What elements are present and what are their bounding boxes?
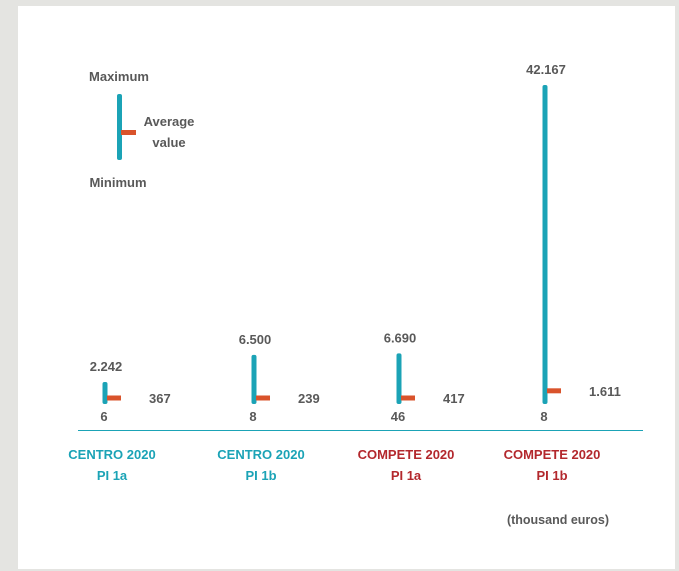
category-label-line1: CENTRO 2020 xyxy=(217,447,304,462)
range-group: 42.167 1.611 8 COMPETE 2020 PI 1b xyxy=(504,62,621,483)
category-label-line1: CENTRO 2020 xyxy=(68,447,155,462)
range-chart: Maximum Average value Minimum 2.242 367 6 C… xyxy=(68,62,643,527)
min-value-label: 46 xyxy=(391,409,405,424)
legend-average-label-line2: value xyxy=(152,135,185,150)
average-value-label: 1.611 xyxy=(589,384,621,399)
legend-minimum-label: Minimum xyxy=(89,175,146,190)
category-label-line2: PI 1b xyxy=(245,468,276,483)
max-value-label: 6.690 xyxy=(384,330,417,345)
max-value-label: 2.242 xyxy=(90,359,123,374)
average-mark xyxy=(401,395,415,401)
average-value-label: 367 xyxy=(149,391,171,406)
range-group: 6.500 239 8 CENTRO 2020 PI 1b xyxy=(217,332,319,483)
unit-note: (thousand euros) xyxy=(507,513,609,527)
average-value-label: 239 xyxy=(298,391,320,406)
range-group: 2.242 367 6 CENTRO 2020 PI 1a xyxy=(68,359,170,483)
legend-maximum-label: Maximum xyxy=(89,69,149,84)
category-label-line2: PI 1a xyxy=(97,468,128,483)
average-value-label: 417 xyxy=(443,391,465,406)
category-label-line1: COMPETE 2020 xyxy=(504,447,601,462)
average-mark xyxy=(256,395,270,401)
range-group: 6.690 417 46 COMPETE 2020 PI 1a xyxy=(358,330,465,483)
min-value-label: 6 xyxy=(100,409,107,424)
category-label-line2: PI 1b xyxy=(536,468,567,483)
legend-range-bar xyxy=(117,94,122,160)
range-bar xyxy=(542,85,548,404)
min-value-label: 8 xyxy=(540,409,547,424)
chart-marks: 2.242 367 6 CENTRO 2020 PI 1a 6.500 239 8 CENTRO… xyxy=(68,62,621,483)
range-bar xyxy=(102,382,108,404)
max-value-label: 6.500 xyxy=(239,332,272,347)
legend: Maximum Average value Minimum xyxy=(89,69,194,190)
chart-panel: Maximum Average value Minimum 2.242 367 6 C… xyxy=(18,6,675,569)
legend-average-label-line1: Average xyxy=(144,114,195,129)
category-label-line1: COMPETE 2020 xyxy=(358,447,455,462)
category-label-line2: PI 1a xyxy=(391,468,422,483)
range-bar xyxy=(396,353,402,404)
average-mark xyxy=(107,395,121,401)
min-value-label: 8 xyxy=(249,409,256,424)
average-mark xyxy=(547,388,561,394)
max-value-label: 42.167 xyxy=(526,62,566,77)
legend-average-mark xyxy=(121,130,136,135)
range-bar xyxy=(251,354,257,404)
